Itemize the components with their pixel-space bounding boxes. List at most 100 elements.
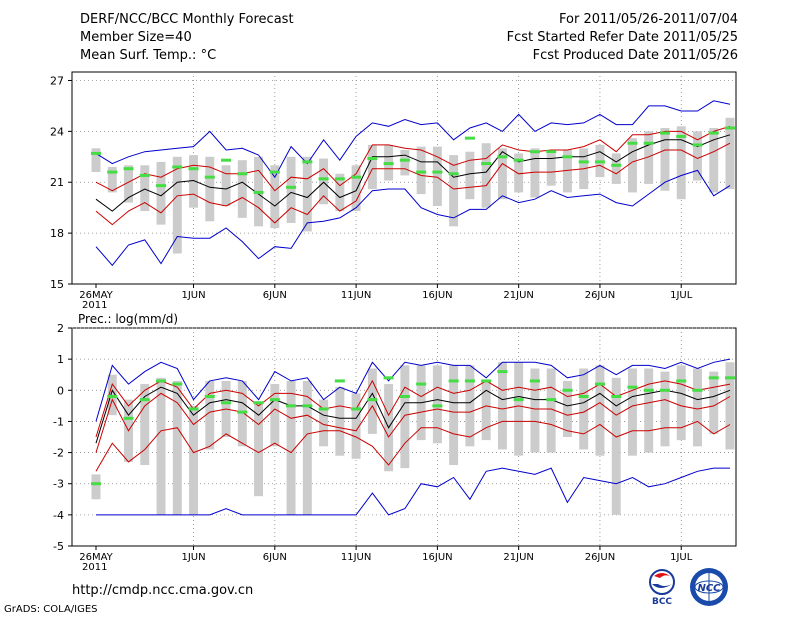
panel-1: -5 -4 -3 -2 -1 0 1 2 26MAY 1JUN 6JUN 11JUN 16JUN 21JU…	[53, 312, 737, 573]
observed-marker	[594, 382, 605, 386]
spread-box	[351, 393, 361, 459]
observed-marker	[708, 131, 719, 135]
observed-marker	[676, 134, 687, 138]
spread-box	[91, 148, 101, 173]
spread-box	[530, 148, 540, 198]
spread-box	[270, 165, 280, 229]
spread-box	[562, 380, 572, 437]
x-tick-label: 26MAY	[79, 290, 113, 301]
observed-marker	[253, 190, 264, 194]
y-tick-label: 24	[50, 125, 64, 138]
observed-marker	[204, 395, 215, 399]
observed-marker	[497, 155, 508, 159]
observed-marker	[546, 150, 557, 154]
spread-box	[335, 173, 345, 212]
observed-marker	[334, 177, 345, 181]
observed-marker	[578, 395, 589, 399]
spread-box	[351, 165, 361, 212]
spread-box	[497, 362, 507, 450]
observed-marker	[481, 379, 492, 383]
spread-box	[644, 368, 654, 453]
panel-0: 15 18 21 24 27 26MAY 1JUN 6JUN 11JUN 16JUN 21JUN 26…	[50, 71, 737, 311]
spread-box	[514, 362, 524, 456]
spread-box	[286, 156, 296, 223]
y-tick-label: -4	[53, 509, 64, 522]
spread-box	[189, 155, 199, 208]
x-tick-label: 26JUN	[585, 290, 615, 301]
y-tick-label: -2	[53, 447, 64, 460]
x-tick-label: 6JUN	[263, 290, 287, 301]
x-tick-label: 6JUN	[263, 552, 287, 563]
observed-marker	[204, 175, 215, 179]
observed-marker	[529, 379, 540, 383]
grads-credit: GrADS: COLA/IGES	[4, 604, 98, 615]
forecast-period-label: For 2011/05/26-2011/07/04	[559, 12, 738, 27]
spread-box	[481, 380, 491, 441]
spread-box	[400, 150, 410, 176]
spread-box	[449, 155, 459, 227]
observed-marker	[107, 395, 118, 399]
spread-box	[335, 387, 345, 456]
x-tick-label: 1JUN	[181, 290, 205, 301]
spread-box	[497, 148, 507, 200]
spread-box	[676, 126, 686, 200]
spread-box	[205, 156, 215, 222]
observed-marker	[351, 175, 362, 179]
spread-box	[660, 371, 670, 447]
spread-box	[514, 153, 524, 193]
observed-marker	[708, 376, 719, 380]
observed-marker	[627, 141, 638, 145]
spread-box	[465, 365, 475, 447]
observed-marker	[139, 173, 150, 177]
observed-marker	[513, 398, 524, 402]
observed-marker	[367, 398, 378, 402]
spread-box	[286, 380, 296, 515]
spread-box	[676, 365, 686, 441]
spread-box	[725, 362, 735, 450]
y-tick-label: 21	[50, 176, 64, 189]
observed-marker	[611, 395, 622, 399]
observed-marker	[318, 407, 329, 411]
spread-box	[205, 380, 215, 450]
spread-box	[481, 143, 491, 208]
spread-box	[302, 156, 312, 232]
x-tick-label: 21JUN	[503, 290, 533, 301]
observed-marker	[643, 388, 654, 392]
y-tick-label: 15	[50, 278, 64, 291]
observed-marker	[448, 379, 459, 383]
observed-marker	[334, 379, 345, 383]
observed-marker	[416, 382, 427, 386]
observed-marker	[383, 376, 394, 380]
spread-box	[432, 365, 442, 444]
year-label: 2011	[82, 300, 107, 311]
observed-marker	[627, 385, 638, 389]
spread-box	[579, 368, 589, 450]
y-tick-label: 18	[50, 227, 64, 240]
produced-date-label: Fcst Produced Date 2011/05/26	[532, 48, 738, 63]
spread-box	[546, 153, 556, 186]
source-url[interactable]: http://cmdp.ncc.cma.gov.cn	[72, 583, 254, 598]
spread-box	[709, 371, 719, 434]
observed-marker	[562, 155, 573, 159]
observed-marker	[107, 170, 118, 174]
panel-title: Prec.: log(mm/d)	[78, 312, 178, 326]
x-tick-label: 1JUL	[670, 552, 693, 563]
observed-marker	[237, 410, 248, 414]
observed-marker	[497, 370, 508, 374]
observed-marker	[416, 170, 427, 174]
observed-marker	[692, 143, 703, 147]
observed-marker	[464, 379, 475, 383]
observed-marker	[367, 156, 378, 160]
mean-line	[95, 386, 731, 444]
spread-box	[124, 165, 133, 203]
year-label: 2011	[82, 562, 107, 573]
spread-box	[221, 165, 231, 206]
observed-marker	[123, 167, 134, 171]
spread-box	[172, 156, 182, 254]
spread-box	[237, 380, 247, 447]
observed-marker	[269, 170, 280, 174]
plot-frame	[71, 71, 737, 285]
bcc-logo: BCC	[649, 569, 675, 606]
y-tick-label: -1	[53, 415, 64, 428]
